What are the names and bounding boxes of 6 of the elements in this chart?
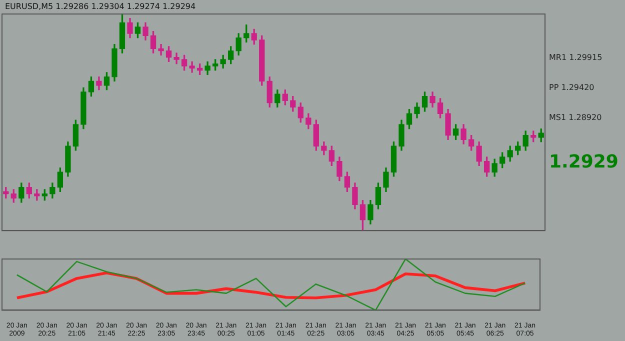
candlestick	[158, 44, 164, 56]
text: MR1 1.29915	[549, 53, 602, 62]
text: PP 1.29420	[549, 83, 594, 92]
text: 1.2929	[549, 152, 618, 173]
chart-title: EURUSD,M5 1.29286 1.29304 1.29274 1.29294	[5, 2, 196, 12]
text: MS1 1.28920	[549, 113, 602, 122]
